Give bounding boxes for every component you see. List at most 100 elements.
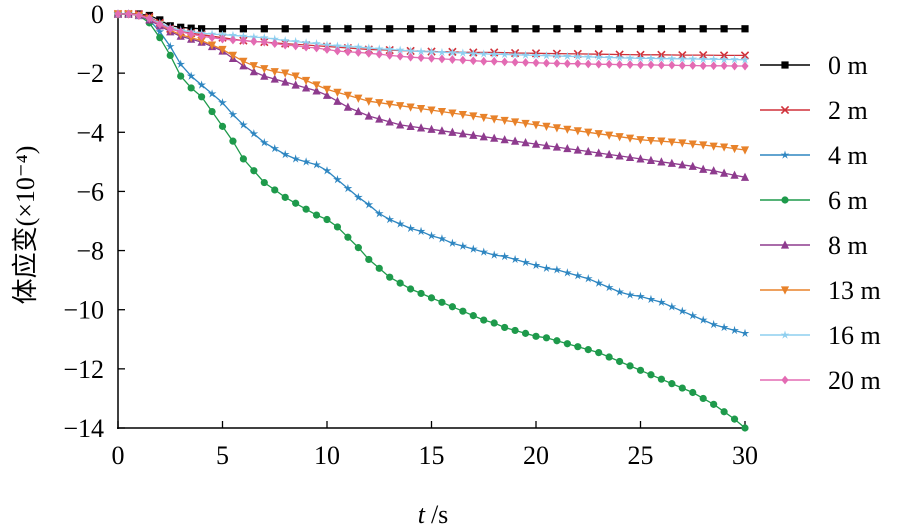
data-point (155, 27, 165, 36)
data-point (678, 384, 686, 392)
x-tick-label: 25 (628, 441, 654, 470)
data-point (562, 268, 572, 277)
y-axis-title: 体应变(×10⁻⁴) (11, 146, 40, 305)
data-point (374, 44, 384, 53)
data-point (365, 48, 373, 58)
data-point (688, 311, 698, 320)
data-point (678, 139, 687, 148)
data-point (427, 106, 436, 115)
data-point (542, 51, 551, 60)
data-point (198, 93, 206, 101)
data-point (636, 154, 645, 163)
data-point (437, 107, 447, 117)
data-point (719, 322, 729, 332)
data-point (281, 25, 289, 33)
data-point (740, 172, 750, 181)
data-point (521, 138, 530, 147)
data-point (229, 35, 237, 45)
data-point (312, 160, 321, 169)
data-point (386, 273, 394, 281)
data-point (281, 69, 290, 78)
data-point (448, 109, 457, 118)
data-point (710, 61, 718, 71)
data-point (667, 54, 677, 63)
data-point (386, 51, 394, 60)
data-point (594, 278, 604, 287)
data-point (657, 157, 666, 166)
data-point (448, 127, 457, 136)
x-axis-title: t/s (418, 500, 449, 529)
series-20m (114, 9, 749, 71)
data-point (480, 56, 488, 66)
data-point (375, 49, 383, 59)
data-point (625, 290, 635, 299)
data-point (207, 41, 217, 50)
data-point (521, 50, 530, 59)
data-point (416, 46, 426, 56)
data-point (145, 14, 153, 23)
data-point (510, 50, 520, 59)
data-point (302, 25, 310, 33)
data-point (427, 53, 436, 63)
data-point (542, 58, 551, 68)
data-point (626, 60, 634, 69)
data-point (343, 41, 353, 51)
data-point (250, 37, 258, 46)
legend-item: 4 m (760, 141, 868, 170)
data-point (344, 233, 352, 241)
legend-item: 0 m (760, 51, 868, 80)
legend-label: 6 m (828, 186, 868, 215)
data-point (459, 307, 467, 315)
data-point (301, 38, 311, 47)
data-point (396, 51, 404, 61)
data-point (531, 260, 541, 270)
x-tick-label: 10 (314, 441, 340, 470)
data-point (490, 133, 499, 142)
data-point (312, 211, 321, 219)
data-point (636, 366, 645, 374)
data-point (156, 19, 164, 29)
data-point (511, 57, 519, 67)
y-tick-label: −14 (63, 414, 104, 443)
data-point (291, 80, 300, 89)
legend-marker (781, 375, 789, 385)
data-point (573, 145, 582, 154)
data-point (333, 223, 342, 231)
data-point (699, 141, 708, 150)
data-point (699, 61, 707, 71)
data-point (135, 11, 143, 20)
data-point (177, 72, 185, 80)
legend-marker (780, 105, 790, 115)
data-point (292, 199, 300, 207)
data-point (250, 167, 258, 175)
data-point (605, 131, 614, 140)
data-point (375, 264, 383, 272)
data-point (698, 54, 708, 63)
data-point (552, 265, 562, 274)
data-point (322, 40, 332, 49)
data-point (657, 375, 666, 383)
data-point (521, 58, 530, 67)
data-point (438, 54, 446, 64)
data-point (458, 129, 467, 138)
data-point (239, 57, 248, 66)
data-point (333, 175, 342, 184)
data-point (646, 294, 656, 304)
data-point (604, 282, 614, 292)
data-point (271, 39, 279, 48)
data-point (333, 88, 342, 97)
data-point (187, 84, 195, 92)
data-point (186, 71, 196, 80)
data-point (166, 24, 174, 34)
data-point (312, 81, 321, 90)
data-point (709, 54, 719, 63)
data-point (741, 25, 749, 33)
data-point (469, 130, 478, 139)
data-point (239, 36, 247, 46)
data-point (375, 114, 384, 123)
data-point (636, 60, 645, 70)
data-point (364, 200, 374, 209)
data-point (741, 424, 749, 432)
data-point (270, 143, 280, 153)
data-point (197, 37, 206, 46)
